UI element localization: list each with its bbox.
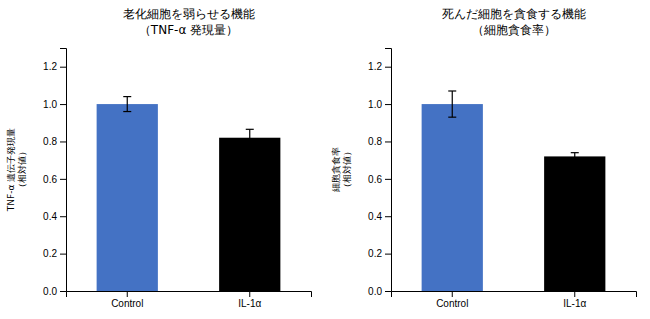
y-tick-label: 0.6 (368, 174, 382, 185)
y-tick: 0.2 (368, 248, 391, 259)
y-tick: 1.2 (368, 61, 391, 72)
y-tick-mark (385, 67, 391, 68)
y-label-line: （相対値） (17, 147, 27, 192)
x-tick-label: Control (436, 298, 468, 309)
y-tick-label: 0.0 (43, 286, 57, 297)
x-tick-label: IL-1α (563, 298, 586, 309)
x-tick-mark (574, 291, 575, 297)
x-axis: Control IL-1α (67, 291, 312, 309)
y-tick-mark (385, 104, 391, 105)
error-bar-cap (246, 129, 254, 130)
error-bar-stem (452, 91, 453, 117)
y-axis-line (60, 49, 67, 292)
y-tick-mark (385, 291, 391, 292)
y-tick-label: 0.6 (43, 174, 57, 185)
title: 老化細胞を弱らせる機能 （TNF-α 発現量） (123, 7, 255, 37)
y-axis: 0.0 0.2 0.4 0.6 0.8 1.0 1.2 (368, 49, 391, 297)
chart-svg: 0.0 0.2 0.4 0.6 0.8 1.0 1.2 Control IL-1α 老化細胞を弱ら… (0, 0, 650, 319)
y-tick: 0.4 (368, 211, 391, 222)
y-tick: 0.6 (43, 174, 66, 185)
error-bar-cap (448, 90, 456, 91)
bar (544, 156, 605, 291)
y-axis: 0.0 0.2 0.4 0.6 0.8 1.0 1.2 (43, 49, 66, 297)
y-tick-mark (385, 216, 391, 217)
y-tick-mark (60, 254, 66, 255)
y-axis-line (385, 49, 392, 292)
bar (219, 138, 280, 291)
error-bar-cap (246, 146, 254, 147)
error-bar-cap (123, 111, 131, 112)
x-tick: IL-1α (563, 291, 586, 309)
y-tick-label: 1.0 (43, 99, 57, 110)
y-tick: 0.8 (368, 136, 391, 147)
error-bar-cap (448, 117, 456, 118)
y-tick-label: 0.8 (368, 136, 382, 147)
error-bar-cap (571, 160, 579, 161)
title-line: 老化細胞を弱らせる機能 (123, 7, 255, 21)
error-bar-stem (127, 97, 128, 112)
bar (422, 104, 483, 291)
title: 死んだ細胞を貪食する機能 （細胞貪食率） (442, 7, 586, 37)
y-tick-mark (385, 254, 391, 255)
error-bar-stem (249, 129, 250, 146)
bar (97, 104, 158, 291)
error-bar (571, 153, 579, 160)
y-tick-label: 0.0 (368, 286, 382, 297)
y-tick: 0.4 (43, 211, 66, 222)
y-tick-label: 1.0 (368, 99, 382, 110)
error-bar (448, 91, 456, 117)
y-label-line: （相対値） (342, 147, 352, 192)
x-tick-label: Control (111, 298, 143, 309)
x-tick-mark (249, 291, 250, 297)
x-tick-mark (127, 291, 128, 297)
x-axis-line (392, 292, 637, 298)
y-label: TNF-α 遺伝子発現量（相対値） (6, 128, 27, 212)
x-axis-line (67, 292, 312, 298)
y-tick-label: 1.2 (368, 61, 382, 72)
y-tick-mark (385, 141, 391, 142)
x-tick: IL-1α (238, 291, 261, 309)
error-bar-cap (571, 152, 579, 153)
y-tick: 0.6 (368, 174, 391, 185)
error-bar (246, 129, 254, 146)
x-tick-label: IL-1α (238, 298, 261, 309)
y-label-line: TNF-α 遺伝子発現量 (6, 128, 16, 212)
y-tick-label: 0.4 (43, 211, 57, 222)
y-tick: 0.2 (43, 248, 66, 259)
error-bar-cap (123, 96, 131, 97)
plot-area (422, 91, 606, 291)
y-tick-mark (60, 179, 66, 180)
y-tick-mark (60, 291, 66, 292)
x-tick: Control (436, 291, 468, 309)
y-label: 細胞貪食率（相対値） (331, 147, 352, 193)
y-tick-mark (385, 179, 391, 180)
y-tick: 0.0 (43, 286, 66, 297)
y-tick: 0.8 (43, 136, 66, 147)
x-tick-mark (452, 291, 453, 297)
y-tick: 1.0 (368, 99, 391, 110)
y-tick-label: 0.4 (368, 211, 382, 222)
y-tick-mark (60, 104, 66, 105)
x-axis: Control IL-1α (392, 291, 637, 309)
x-tick: Control (111, 291, 143, 309)
title-line: 死んだ細胞を貪食する機能 (442, 7, 586, 21)
title-line: （TNF-α 発現量） (139, 23, 238, 37)
title-line: （細胞貪食率） (472, 23, 556, 37)
panel: 0.0 0.2 0.4 0.6 0.8 1.0 1.2 Control IL-1α 死んだ細胞を貪… (331, 7, 637, 309)
y-tick: 1.2 (43, 61, 66, 72)
plot-area (97, 97, 281, 291)
y-tick-mark (60, 141, 66, 142)
y-label-line: 細胞貪食率 (331, 147, 341, 193)
panel: 0.0 0.2 0.4 0.6 0.8 1.0 1.2 Control IL-1α 老化細胞を弱ら… (6, 7, 312, 309)
y-tick-label: 0.2 (368, 248, 382, 259)
y-tick-label: 0.8 (43, 136, 57, 147)
y-tick-mark (60, 67, 66, 68)
y-tick: 1.0 (43, 99, 66, 110)
y-tick-mark (60, 216, 66, 217)
error-bar-stem (574, 153, 575, 160)
y-tick-label: 1.2 (43, 61, 57, 72)
y-tick: 0.0 (368, 286, 391, 297)
error-bar (123, 97, 131, 112)
y-tick-label: 0.2 (43, 248, 57, 259)
